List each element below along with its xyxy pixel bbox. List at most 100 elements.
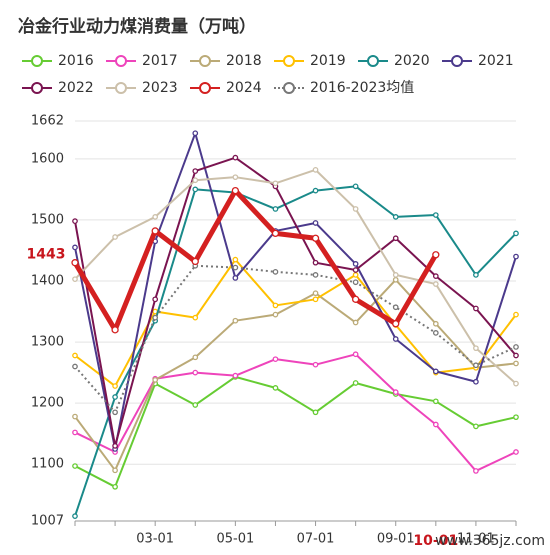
point [72,363,78,370]
legend-label: 2016 [58,53,94,69]
y-tick-label: 1300 [31,335,64,350]
point [192,369,199,376]
point [352,279,359,286]
point [151,227,159,235]
point [392,276,399,283]
point [352,351,359,358]
series-line [74,156,517,447]
point [232,264,239,271]
point [513,352,519,359]
point [432,421,439,428]
point [72,244,78,251]
point [432,281,439,287]
point [473,362,479,369]
y-tick-label: 1400 [31,274,64,289]
point [191,257,199,266]
point [272,268,279,275]
point [111,326,119,334]
point [392,336,399,342]
legend-marker [31,55,43,67]
legend-label: 2018 [226,53,262,69]
point [272,302,279,309]
point [272,356,279,363]
point [311,234,320,242]
series-line [74,132,517,450]
y-tick-label: 1662 [31,114,64,129]
point [473,345,479,352]
series-line [72,188,438,333]
point [232,174,239,181]
point [232,317,239,324]
point [432,212,439,218]
point [513,311,519,318]
legend-label: 2017 [142,53,178,69]
y-tick-label: 1500 [31,212,64,227]
point [513,380,519,387]
highlight-x-label: 10-01 [413,533,458,549]
point [72,352,78,359]
point [513,414,519,421]
point [432,368,439,375]
x-tick-label: 03-01 [136,532,174,547]
point [71,259,79,267]
point [432,251,440,259]
point [432,320,439,327]
point [72,218,78,225]
point [272,311,279,318]
point [392,235,399,242]
y-tick-label: 1200 [31,396,64,411]
point [352,183,359,190]
point [513,253,519,260]
point [513,449,519,455]
x-tick-label: 07-01 [297,532,335,547]
point [312,290,319,297]
legend-label: 2023 [142,80,178,96]
point [473,468,479,474]
highlight-box [22,244,70,265]
legend-marker [283,55,295,67]
point [392,304,399,311]
point [473,378,479,385]
legend-label: 2016-2023均值 [310,80,414,96]
point [232,154,239,161]
y-tick-label: 1007 [31,514,64,529]
watermark: www.365jz.com [435,533,545,549]
point [112,409,118,416]
point [192,314,199,321]
point [312,361,319,368]
series-line [74,258,517,388]
series-line [74,375,517,488]
point [271,229,280,238]
point [432,273,439,279]
series-line [74,353,517,472]
y-tick-label: 1600 [31,151,64,166]
point [351,295,360,303]
point [352,380,359,386]
point [112,234,118,240]
point [72,413,78,420]
point [312,220,319,226]
point [112,443,118,449]
legend-marker [199,55,211,67]
point [392,272,399,278]
point [312,272,319,278]
point [112,467,118,474]
legend-marker [115,82,127,94]
point [352,272,359,278]
legend-label: 2021 [478,53,514,69]
point [392,214,399,220]
point [312,259,319,266]
legend-label: 2022 [58,80,94,96]
x-tick-label: 09-01 [377,532,415,547]
legend-marker [115,55,127,67]
point [192,402,199,408]
point [432,330,439,336]
legend-label: 2020 [394,53,430,69]
point [231,186,240,195]
point [352,206,359,212]
point [232,256,239,263]
point [352,267,359,273]
legend-marker [367,55,379,67]
point [112,383,118,389]
